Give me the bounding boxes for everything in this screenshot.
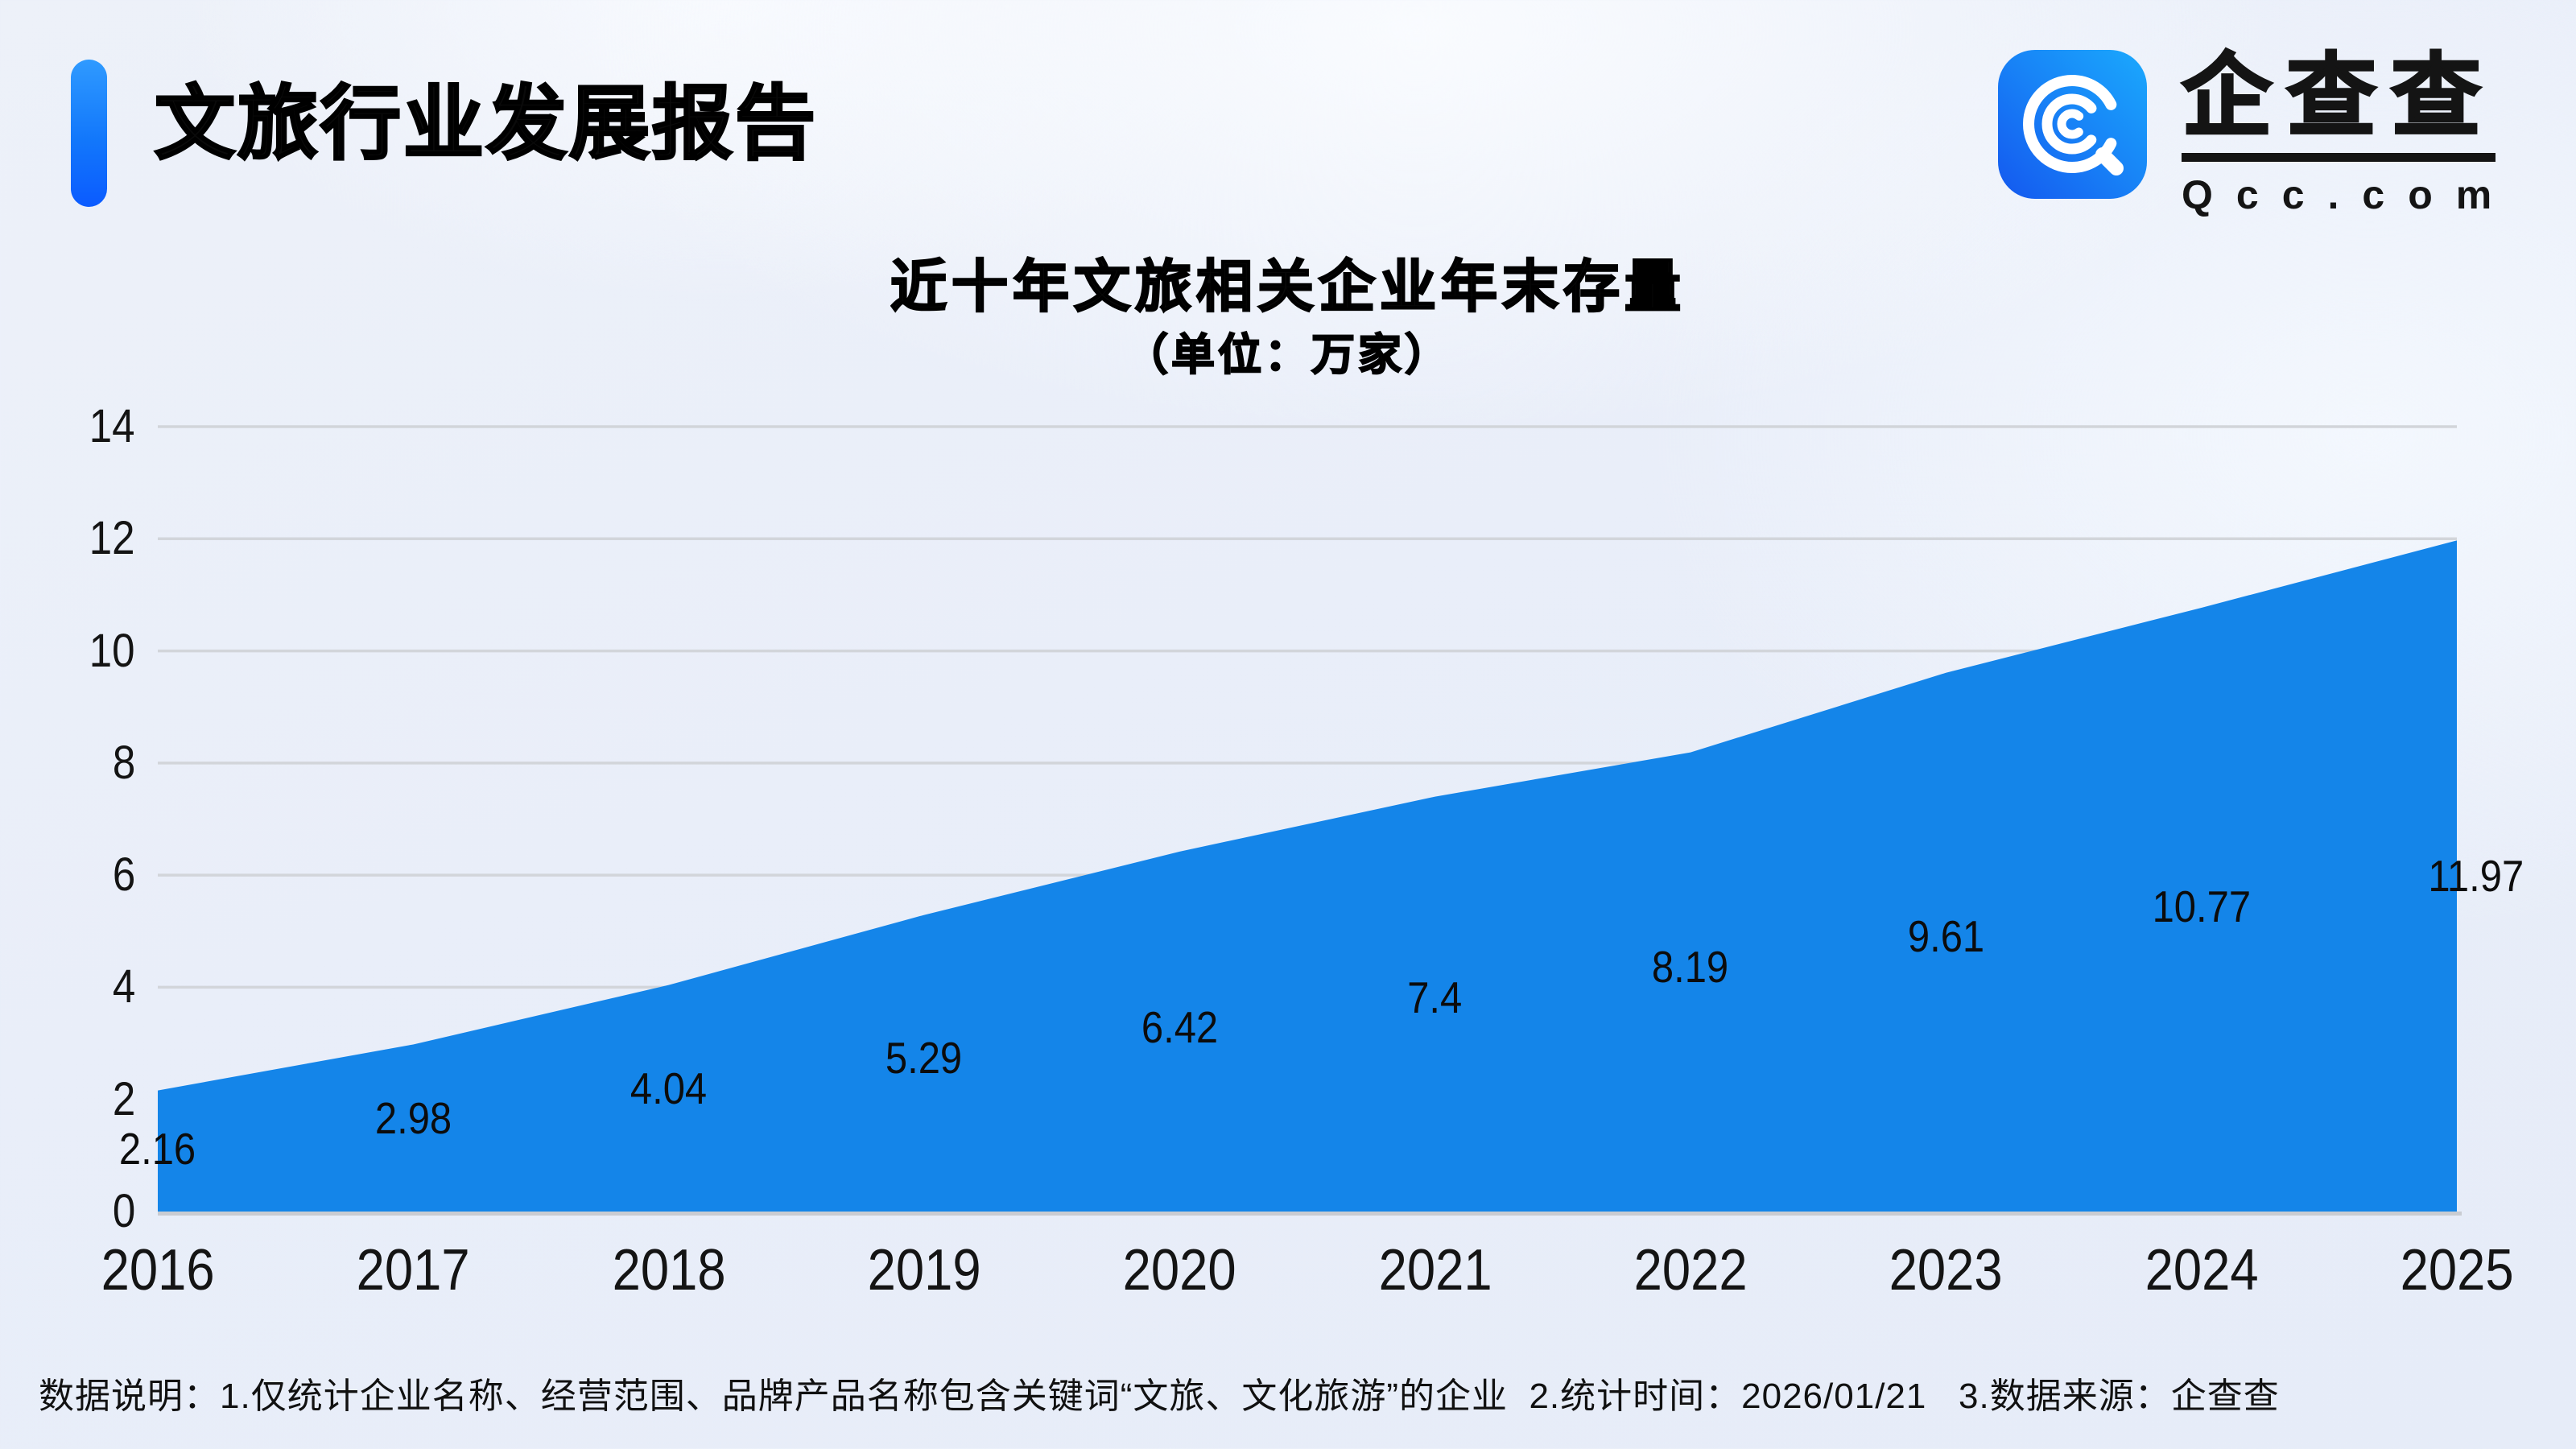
y-tick-label: 12	[89, 512, 135, 565]
data-label: 2.16	[119, 1124, 196, 1174]
y-tick-label: 6	[112, 848, 135, 902]
logo-domain: Qcc.com	[2182, 172, 2516, 217]
y-tick-label: 4	[112, 960, 135, 1013]
chart-subtitle: （单位：万家）	[1124, 330, 1451, 380]
y-tick-label: 10	[89, 624, 135, 677]
data-label: 6.42	[1141, 1002, 1218, 1053]
x-tick-label: 2018	[612, 1238, 726, 1302]
y-tick-label: 0	[112, 1185, 135, 1237]
footer-note: 数据说明：1.仅统计企业名称、经营范围、品牌产品名称包含关键词“文旅、文化旅游”…	[39, 1377, 2280, 1416]
x-tick-label: 2021	[1378, 1238, 1492, 1302]
x-tick-label: 2025	[2400, 1238, 2514, 1302]
y-tick-label: 2	[112, 1072, 135, 1125]
data-label: 10.77	[2152, 881, 2251, 931]
y-tick-label: 8	[112, 736, 135, 789]
data-label: 7.4	[1407, 972, 1463, 1022]
logo-brand: 企查查	[2181, 47, 2496, 162]
data-label: 9.61	[1907, 911, 1984, 962]
x-axis-line	[158, 1212, 2462, 1216]
data-label: 4.04	[630, 1063, 708, 1113]
logo-text: 企查查 Qcc.com	[2181, 47, 2520, 218]
x-tick-label: 2024	[2145, 1238, 2259, 1302]
chart-title: 近十年文旅相关企业年末存量	[890, 254, 1686, 319]
qcc-magnifier-icon	[1998, 50, 2147, 199]
data-label: 11.97	[2428, 850, 2524, 901]
x-tick-label: 2016	[101, 1238, 215, 1302]
data-label: 8.19	[1652, 941, 1729, 992]
y-tick-label: 14	[89, 400, 135, 452]
x-tick-label: 2022	[1633, 1238, 1748, 1302]
title-accent-bar	[71, 60, 107, 207]
x-tick-label: 2017	[356, 1238, 470, 1302]
qcc-logo: 企查查 Qcc.com	[1998, 47, 2529, 242]
x-tick-label: 2023	[1889, 1238, 2003, 1302]
x-tick-label: 2019	[867, 1238, 981, 1302]
data-label: 2.98	[374, 1093, 452, 1144]
data-label: 5.29	[886, 1032, 963, 1083]
x-tick-label: 2020	[1122, 1238, 1236, 1302]
page-title: 文旅行业发展报告	[154, 79, 818, 169]
